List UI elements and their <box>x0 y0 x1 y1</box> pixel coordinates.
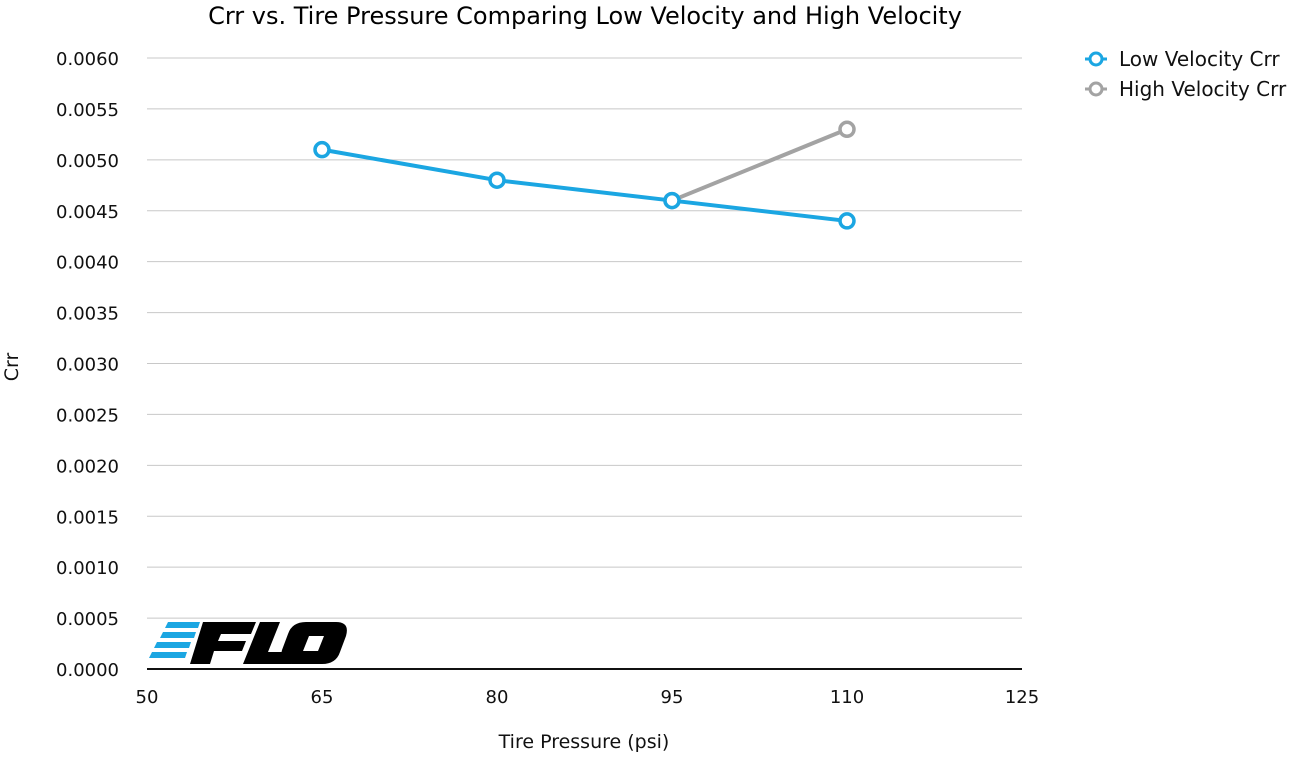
y-tick-label: 0.0030 <box>56 355 119 376</box>
x-tick-label: 50 <box>136 687 159 708</box>
legend-swatch-marker <box>1088 51 1104 67</box>
legend: Low Velocity Crr High Velocity Crr <box>1085 47 1287 101</box>
legend-swatch-marker <box>1088 81 1104 97</box>
legend-label: High Velocity Crr <box>1119 77 1287 101</box>
series-line <box>671 127 848 203</box>
x-tick-label: 125 <box>1005 687 1039 708</box>
data-point <box>663 191 681 210</box>
y-tick-label: 0.0010 <box>56 558 119 579</box>
y-tick-label: 0.0050 <box>56 151 119 172</box>
y-axis-ticks: 0.0000 0.0005 0.0010 0.0015 0.0020 0.0025 0.00… <box>56 49 119 681</box>
y-tick-label: 0.0025 <box>56 405 119 426</box>
y-axis-label: Crr <box>1 353 23 382</box>
y-tick-label: 0.0055 <box>56 100 119 121</box>
data-point <box>313 140 331 159</box>
data-point <box>488 171 506 189</box>
x-tick-label: 65 <box>311 687 334 708</box>
x-axis-label: Tire Pressure (psi) <box>498 731 670 753</box>
y-tick-label: 0.0005 <box>56 609 119 630</box>
data-point <box>838 212 856 230</box>
y-tick-label: 0.0020 <box>56 456 119 477</box>
chart-title: Crr vs. Tire Pressure Comparing Low Velo… <box>208 2 962 30</box>
flo-logo <box>149 622 347 664</box>
x-tick-label: 80 <box>486 687 509 708</box>
series-layer <box>313 120 856 230</box>
x-tick-label: 95 <box>661 687 684 708</box>
y-tick-label: 0.0040 <box>56 253 119 274</box>
x-axis-ticks: 50 65 80 95 110 125 <box>136 687 1040 708</box>
data-point <box>838 120 856 139</box>
y-tick-label: 0.0035 <box>56 304 119 325</box>
y-tick-label: 0.0045 <box>56 202 119 223</box>
series-line <box>321 147 848 223</box>
legend-label: Low Velocity Crr <box>1119 47 1280 71</box>
x-tick-label: 110 <box>830 687 864 708</box>
y-tick-label: 0.0060 <box>56 49 119 70</box>
y-tick-label: 0.0015 <box>56 507 119 528</box>
gridlines <box>147 57 1022 619</box>
y-tick-label: 0.0000 <box>56 660 119 681</box>
